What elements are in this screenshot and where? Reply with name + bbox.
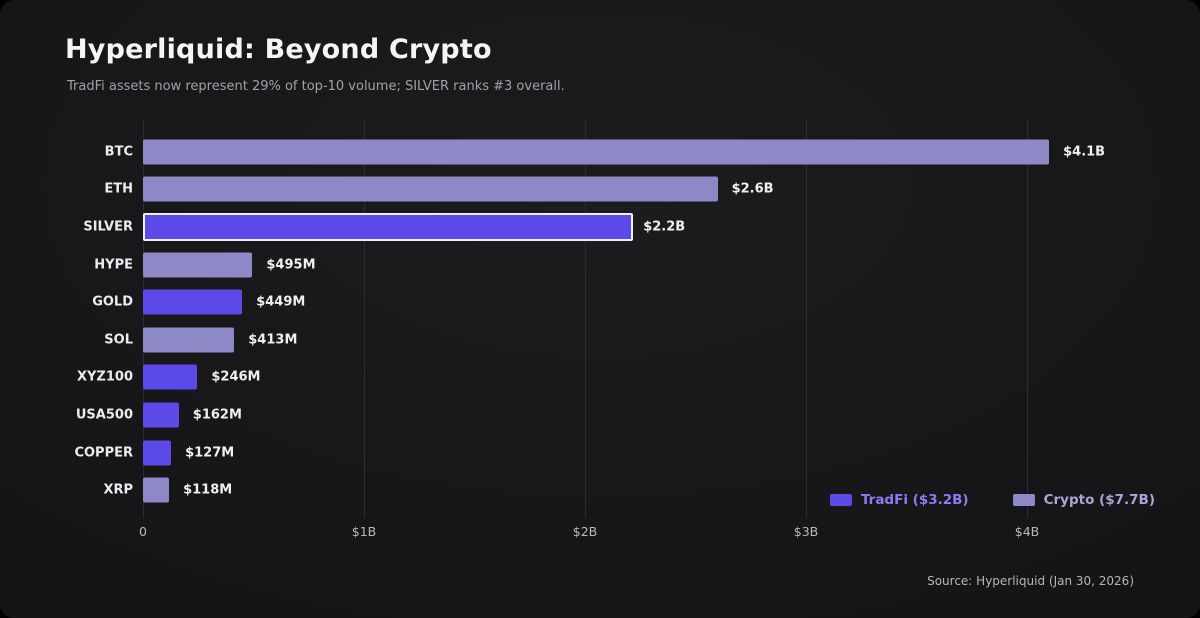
category-label: ETH <box>104 181 133 197</box>
value-label: $413M <box>248 332 298 348</box>
bar-row-copper: COPPER $127M <box>74 434 1090 472</box>
category-label: XRP <box>103 482 133 498</box>
value-label: $127M <box>185 445 235 461</box>
value-label: $246M <box>211 369 261 385</box>
legend-item-tradfi[interactable]: TradFi ($3.2B) <box>829 492 969 508</box>
legend-swatch-crypto <box>1012 494 1035 506</box>
x-tick-label: $2B <box>572 524 598 539</box>
value-label: $4.1B <box>1063 144 1106 160</box>
x-tick-label: $1B <box>351 524 377 539</box>
legend-item-crypto[interactable]: Crypto ($7.7B) <box>1012 492 1155 508</box>
value-label: $162M <box>192 407 242 423</box>
legend-label: Crypto ($7.7B) <box>1043 492 1155 508</box>
x-tick-label: 0 <box>139 524 147 539</box>
bar-eth[interactable] <box>143 176 718 202</box>
bar-hype[interactable] <box>143 252 253 278</box>
value-label: $2.2B <box>643 219 686 235</box>
gridline <box>143 120 144 518</box>
category-label: BTC <box>104 144 133 160</box>
bar-row-silver: SILVER $2.2B <box>83 208 1090 246</box>
value-label: $495M <box>266 257 316 273</box>
gridline <box>364 120 365 518</box>
bar-xrp[interactable] <box>143 477 170 503</box>
gridline <box>1027 120 1028 518</box>
category-label: COPPER <box>74 445 133 461</box>
category-label: SILVER <box>83 219 133 235</box>
category-label: GOLD <box>92 294 133 310</box>
x-axis-ticks: 0 $1B $2B $3B $4B <box>139 524 1090 544</box>
page-subtitle: TradFi assets now represent 29% of top-1… <box>67 79 565 94</box>
legend-label: TradFi ($3.2B) <box>860 492 969 508</box>
category-label: USA500 <box>75 407 133 423</box>
legend-swatch-tradfi <box>829 494 852 506</box>
legend: TradFi ($3.2B) Crypto ($7.7B) <box>829 492 1155 508</box>
bar-rows: BTC $4.1B ETH $2.6B SILVER $2.2B HYPE $495M GOLD… <box>74 133 1105 509</box>
bar-row-usa500: USA500 $162M <box>76 396 1090 434</box>
bar-row-gold: GOLD $449M <box>92 283 1090 321</box>
page-title: Hyperliquid: Beyond Crypto <box>65 34 492 65</box>
bar-silver[interactable] <box>143 212 634 241</box>
value-label: $449M <box>256 294 306 310</box>
bar-row-xrp: XRP $118M <box>103 471 1090 509</box>
bar-xyz100[interactable] <box>143 364 198 390</box>
bar-usa500[interactable] <box>143 402 179 428</box>
x-tick-label: $4B <box>1014 524 1040 539</box>
category-label: XYZ100 <box>77 369 133 385</box>
category-label: SOL <box>104 332 133 348</box>
bar-copper[interactable] <box>143 440 172 466</box>
bar-row-btc: BTC $4.1B <box>105 133 1105 171</box>
bar-row-hype: HYPE $495M <box>94 246 1090 284</box>
bar-sol[interactable] <box>143 327 235 353</box>
bar-btc[interactable] <box>143 139 1050 165</box>
bar-gold[interactable] <box>143 289 243 315</box>
category-label: HYPE <box>94 257 133 273</box>
bar-row-sol: SOL $413M <box>104 321 1090 359</box>
source-note: Source: Hyperliquid (Jan 30, 2026) <box>927 574 1134 588</box>
value-label: $2.6B <box>731 181 774 197</box>
bar-row-xyz100: XYZ100 $246M <box>77 359 1090 397</box>
x-tick-label: $3B <box>793 524 819 539</box>
bar-row-eth: ETH $2.6B <box>104 171 1090 209</box>
gridline <box>585 120 586 518</box>
bar-chart-plot-area: BTC $4.1B ETH $2.6B SILVER $2.2B HYPE $495M GOLD… <box>74 120 1105 539</box>
value-label: $118M <box>183 482 233 498</box>
gridline <box>806 120 807 518</box>
